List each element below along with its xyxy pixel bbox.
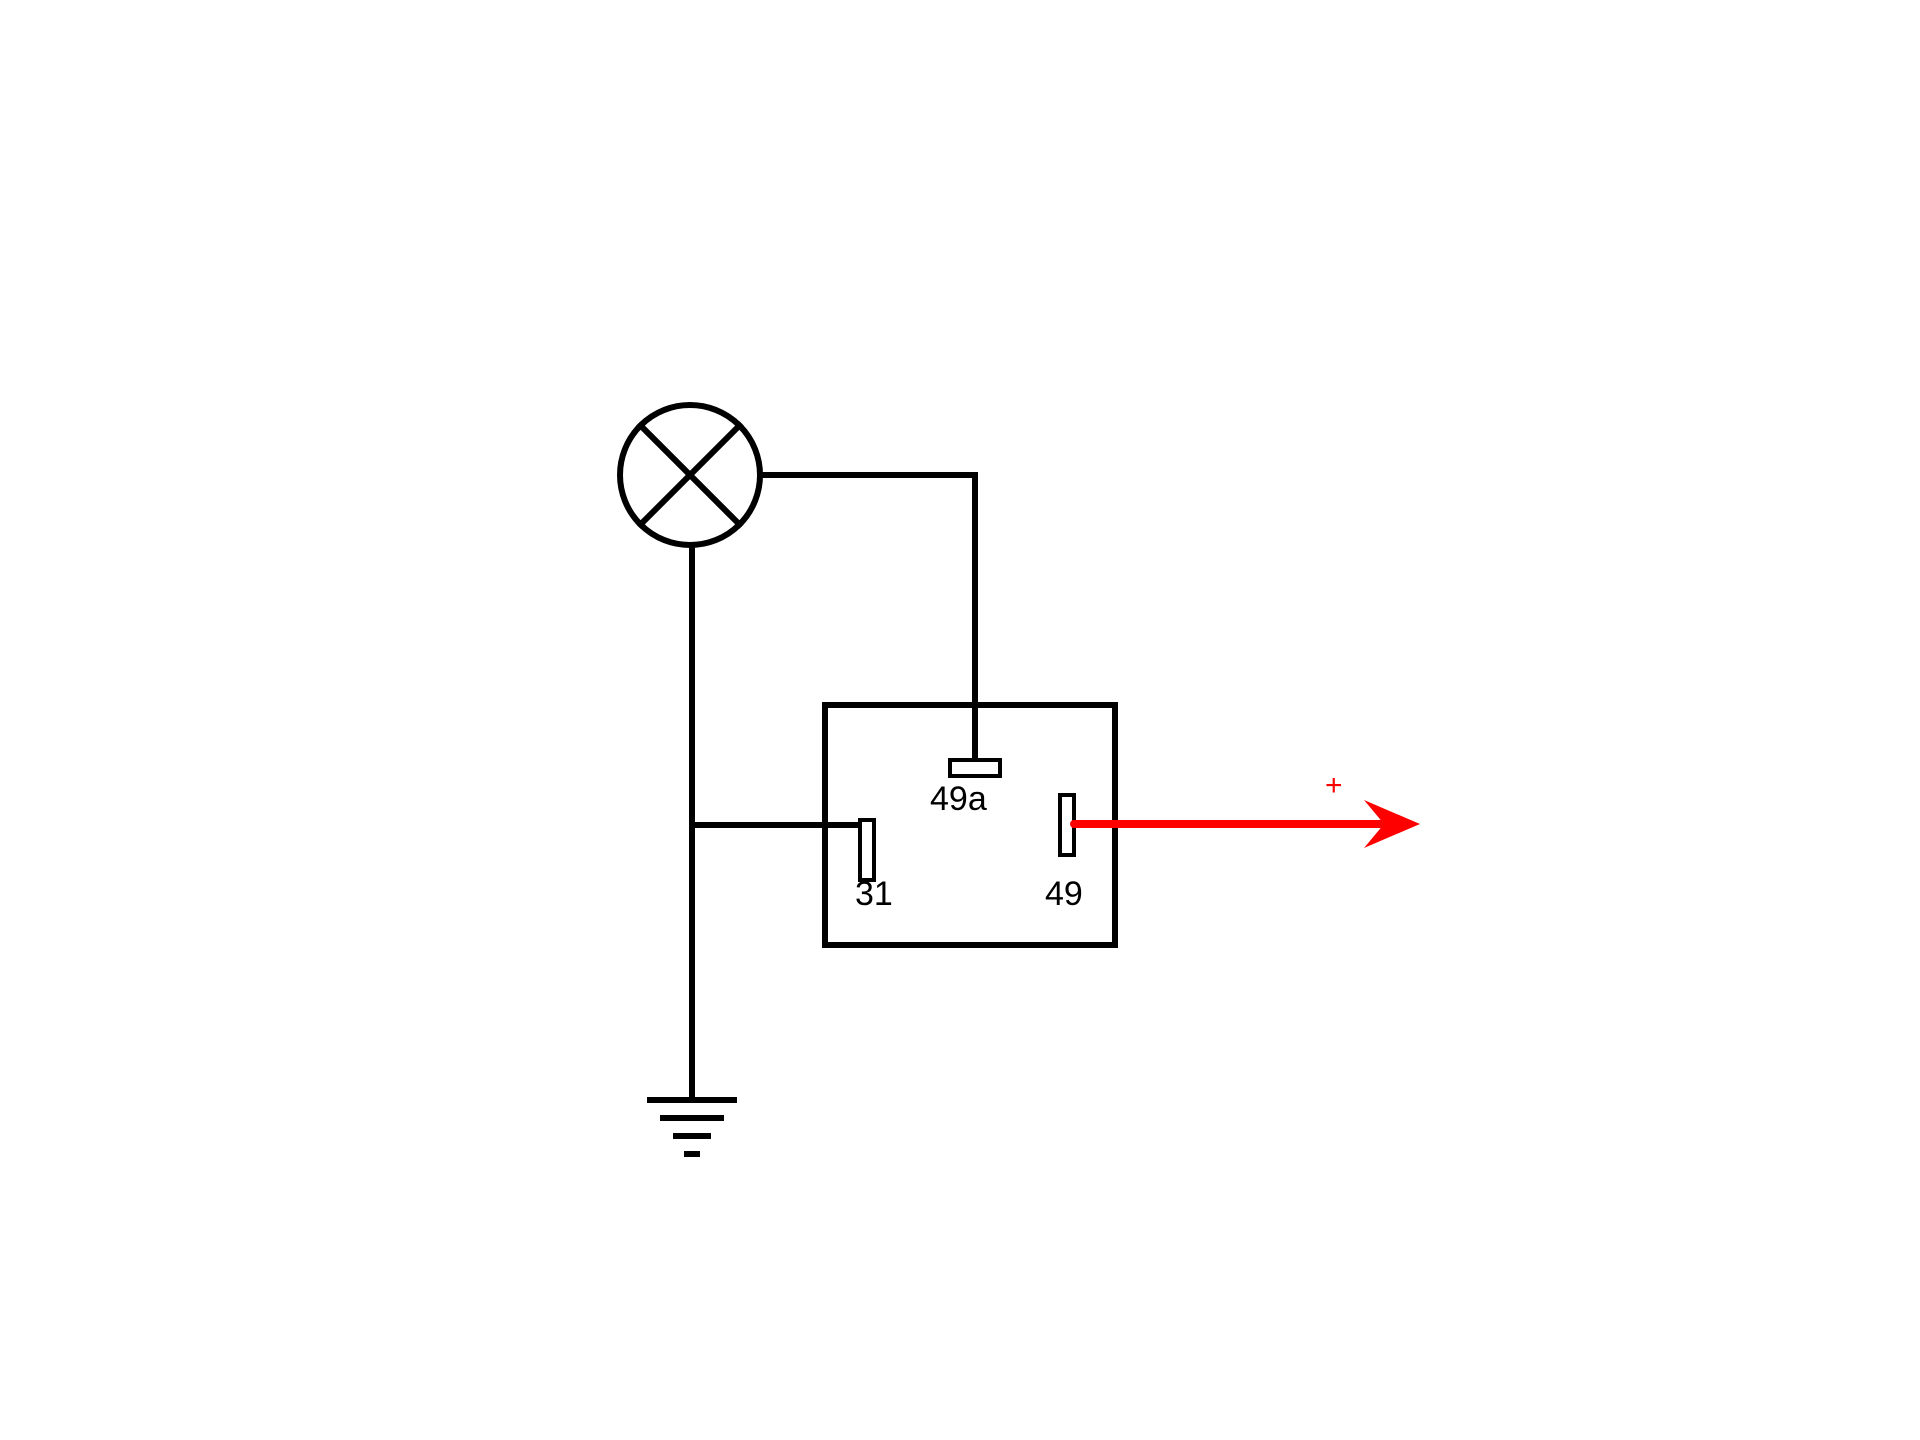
terminal-31 <box>860 820 874 880</box>
lamp-symbol <box>620 405 760 545</box>
terminal-49a <box>950 760 1000 776</box>
label-31: 31 <box>855 875 893 913</box>
circuit-diagram: 31 49a 49 + <box>0 0 1920 1440</box>
label-49a: 49a <box>930 780 987 818</box>
positive-arrow: + <box>1074 769 1420 848</box>
plus-label: + <box>1325 769 1343 802</box>
ground-symbol <box>647 1100 737 1154</box>
wire-lamp-to-49a <box>760 475 975 760</box>
label-49: 49 <box>1045 875 1083 913</box>
